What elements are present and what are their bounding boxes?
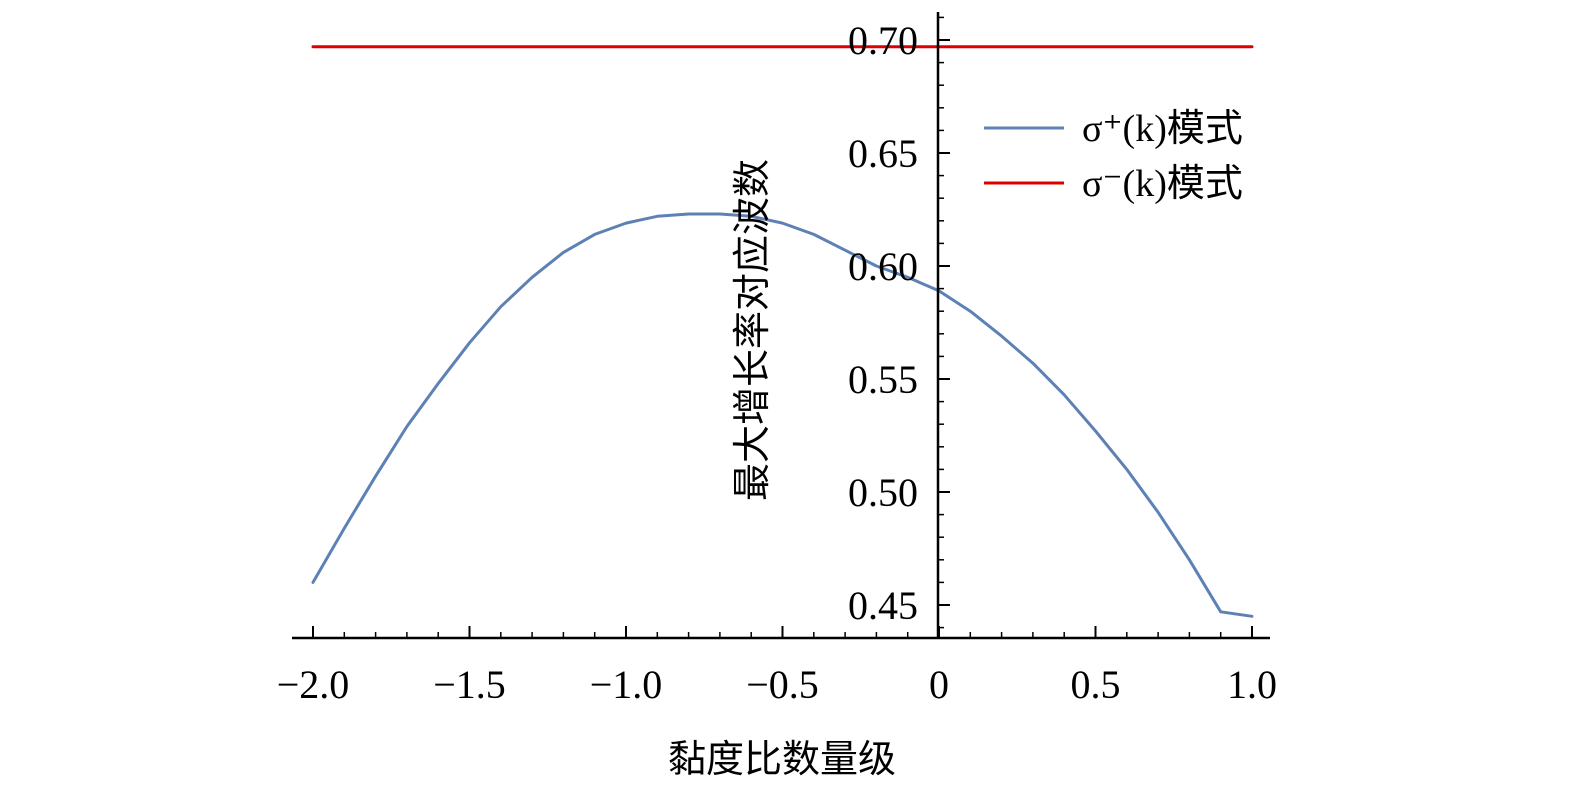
- x-tick-label: 1.0: [1227, 662, 1277, 707]
- x-tick-label: −2.0: [277, 662, 350, 707]
- x-tick-label: 0: [929, 662, 949, 707]
- x-axis-title: 黏度比数量级: [668, 737, 896, 781]
- x-tick-label: −0.5: [746, 662, 819, 707]
- legend-label: σ⁺(k)模式: [1082, 108, 1243, 150]
- x-axis: −2.0 −1.5 −1.0 −0.5 0 0.5 1.0: [277, 626, 1277, 707]
- x-tick-label: −1.5: [433, 662, 506, 707]
- y-axis-title: 最大增长率对应波数: [730, 159, 774, 501]
- y-axis: 0.45 0.50 0.55 0.60 0.65 0.70: [848, 12, 950, 638]
- y-tick-label: 0.50: [848, 470, 918, 515]
- legend: σ⁺(k)模式 σ⁻(k)模式: [984, 108, 1243, 205]
- plot-area: [311, 45, 1254, 618]
- series-line-sigma-plus: [311, 212, 1254, 618]
- x-tick-label: −1.0: [590, 662, 663, 707]
- y-tick-label: 0.55: [848, 357, 918, 402]
- y-tick-label: 0.45: [848, 583, 918, 628]
- y-tick-label: 0.70: [848, 18, 918, 63]
- x-tick-label: 0.5: [1071, 662, 1121, 707]
- legend-label: σ⁻(k)模式: [1082, 163, 1243, 205]
- y-tick-label: 0.65: [848, 131, 918, 176]
- y-tick-label: 0.60: [848, 244, 918, 289]
